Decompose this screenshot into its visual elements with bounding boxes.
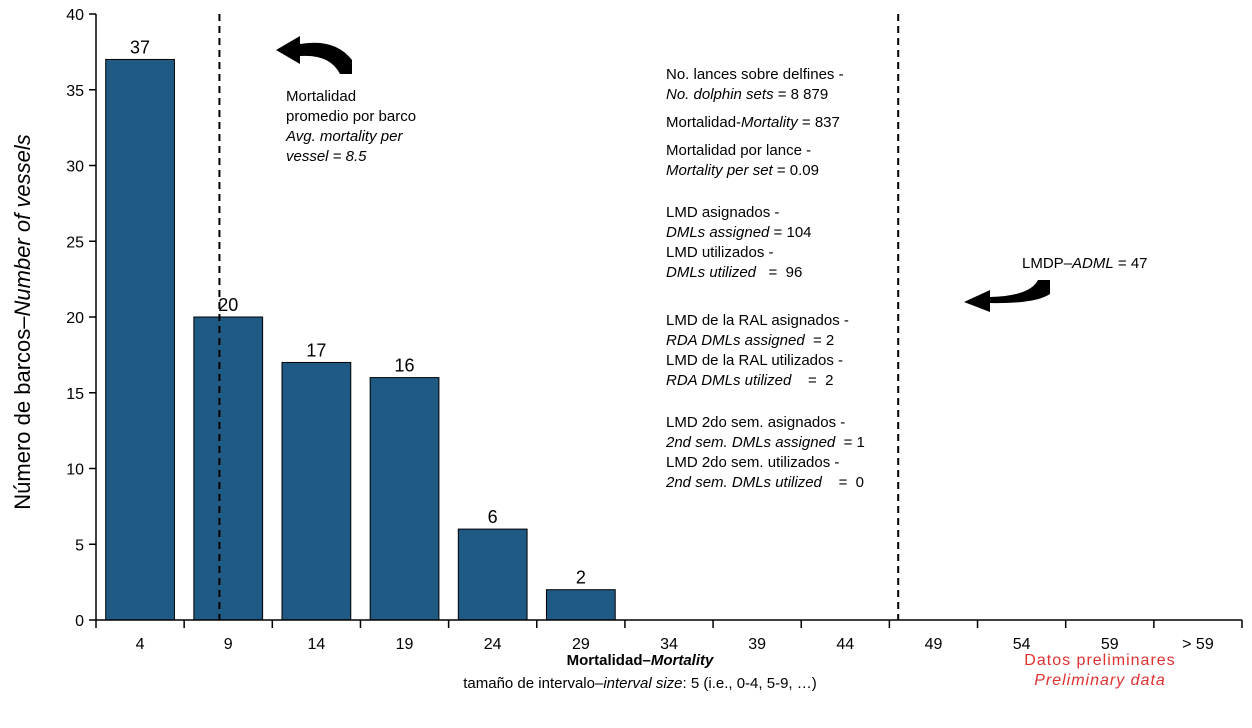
y-tick-label-40: 40 [66,7,84,24]
stat-rda-assigned-en: RDA DMLs assigned = 2 [666,332,835,349]
bar-29 [545,589,616,621]
data-label-14: 17 [306,340,326,360]
x-tick-label-29: 29 [572,636,590,653]
stat-sets-en: No. dolphin sets = 8 879 [666,86,829,103]
x-tick-label-19: 19 [396,636,414,653]
x-tick-label-39: 39 [748,636,766,653]
stat-dml-assigned-en: DMLs assigned = 104 [666,224,812,241]
data-labels-layer: 37 20 17 16 6 2 [130,37,586,587]
reference-lines-layer [218,14,900,620]
stat-rda-utilized-es: LMD de la RAL utilizados - [666,352,844,369]
stat-sem-assigned-en: 2nd sem. DMLs assigned = 1 [666,434,865,451]
preliminary-data-note: Datos preliminares Preliminary data [1000,651,1200,691]
y-axis-title: Número de barcos–Number of vessels [10,134,35,509]
y-tick-label-10: 10 [66,462,84,479]
y-tick-label-35: 35 [66,83,84,100]
y-tick-label-5: 5 [75,537,84,554]
data-label-4: 37 [130,37,150,57]
data-label-9: 20 [218,295,238,315]
x-tick-label-14: 14 [307,636,325,653]
stat-sem-utilized-en: 2nd sem. DMLs utilized = 0 [666,474,865,491]
adml-annotation: LMDP–ADML = 47 [1022,255,1148,272]
x-tick-label-59: 59 [1101,636,1119,653]
x-tick-label-> 59: > 59 [1182,636,1214,653]
data-label-19: 16 [395,356,415,376]
bars-layer [105,58,616,621]
stats-block: No. lances sobre delfines - No. dolphin … [666,65,865,493]
preliminary-en: Preliminary data [1034,672,1166,689]
x-tick-label-24: 24 [484,636,502,653]
stat-dml-utilized-en: DMLs utilized = 96 [666,264,803,281]
bar-9 [193,316,264,621]
stat-rda-utilized-en: RDA DMLs utilized = 2 [666,372,834,389]
y-tick-label-20: 20 [66,310,84,327]
arrow-adml-icon [964,280,1050,312]
bar-24 [457,528,528,621]
stat-mps-en: Mortality per set = 0.09 [666,162,819,179]
bar-4 [105,58,175,621]
y-tick-label-15: 15 [66,386,84,403]
y-tick-label-0: 0 [75,613,84,630]
x-tick-label-44: 44 [836,636,854,653]
stat-sem-utilized-es: LMD 2do sem. utilizados - [666,454,840,471]
preliminary-es: Datos preliminares [1024,652,1176,669]
x-tick-label-49: 49 [925,636,943,653]
bar-19 [369,377,440,621]
stat-sets-es: No. lances sobre delfines - [666,66,844,83]
x-axis-subtitle: tamaño de intervalo–interval size: 5 (i.… [463,675,817,692]
avg-annotation-line2: promedio por barco [286,108,417,125]
stat-rda-assigned-es: LMD de la RAL asignados - [666,312,849,329]
stat-dml-assigned-es: LMD asignados - [666,204,780,221]
stat-mortality: Mortalidad-Mortality = 837 [666,114,840,131]
arrow-avg-icon [276,36,352,74]
x-tick-label-54: 54 [1013,636,1031,653]
stat-mps-es: Mortalidad por lance - [666,142,812,159]
x-axis-title: Mortalidad–Mortality [566,652,714,669]
stat-sem-assigned-es: LMD 2do sem. asignados - [666,414,846,431]
avg-mortality-annotation: Mortalidad promedio por barco Avg. morta… [286,87,416,167]
x-tick-label-9: 9 [224,636,233,653]
avg-annotation-line3: Avg. mortality per [286,128,403,145]
stat-dml-utilized-es: LMD utilizados - [666,244,774,261]
x-tick-label-4: 4 [136,636,145,653]
y-tick-label-25: 25 [66,234,84,251]
avg-annotation-line4: vessel = 8.5 [286,148,367,165]
avg-annotation-line1: Mortalidad [286,88,357,105]
x-tick-label-34: 34 [660,636,678,653]
y-tick-label-30: 30 [66,159,84,176]
bar-14 [281,361,352,621]
data-label-29: 2 [576,568,586,588]
data-label-24: 6 [488,507,498,527]
